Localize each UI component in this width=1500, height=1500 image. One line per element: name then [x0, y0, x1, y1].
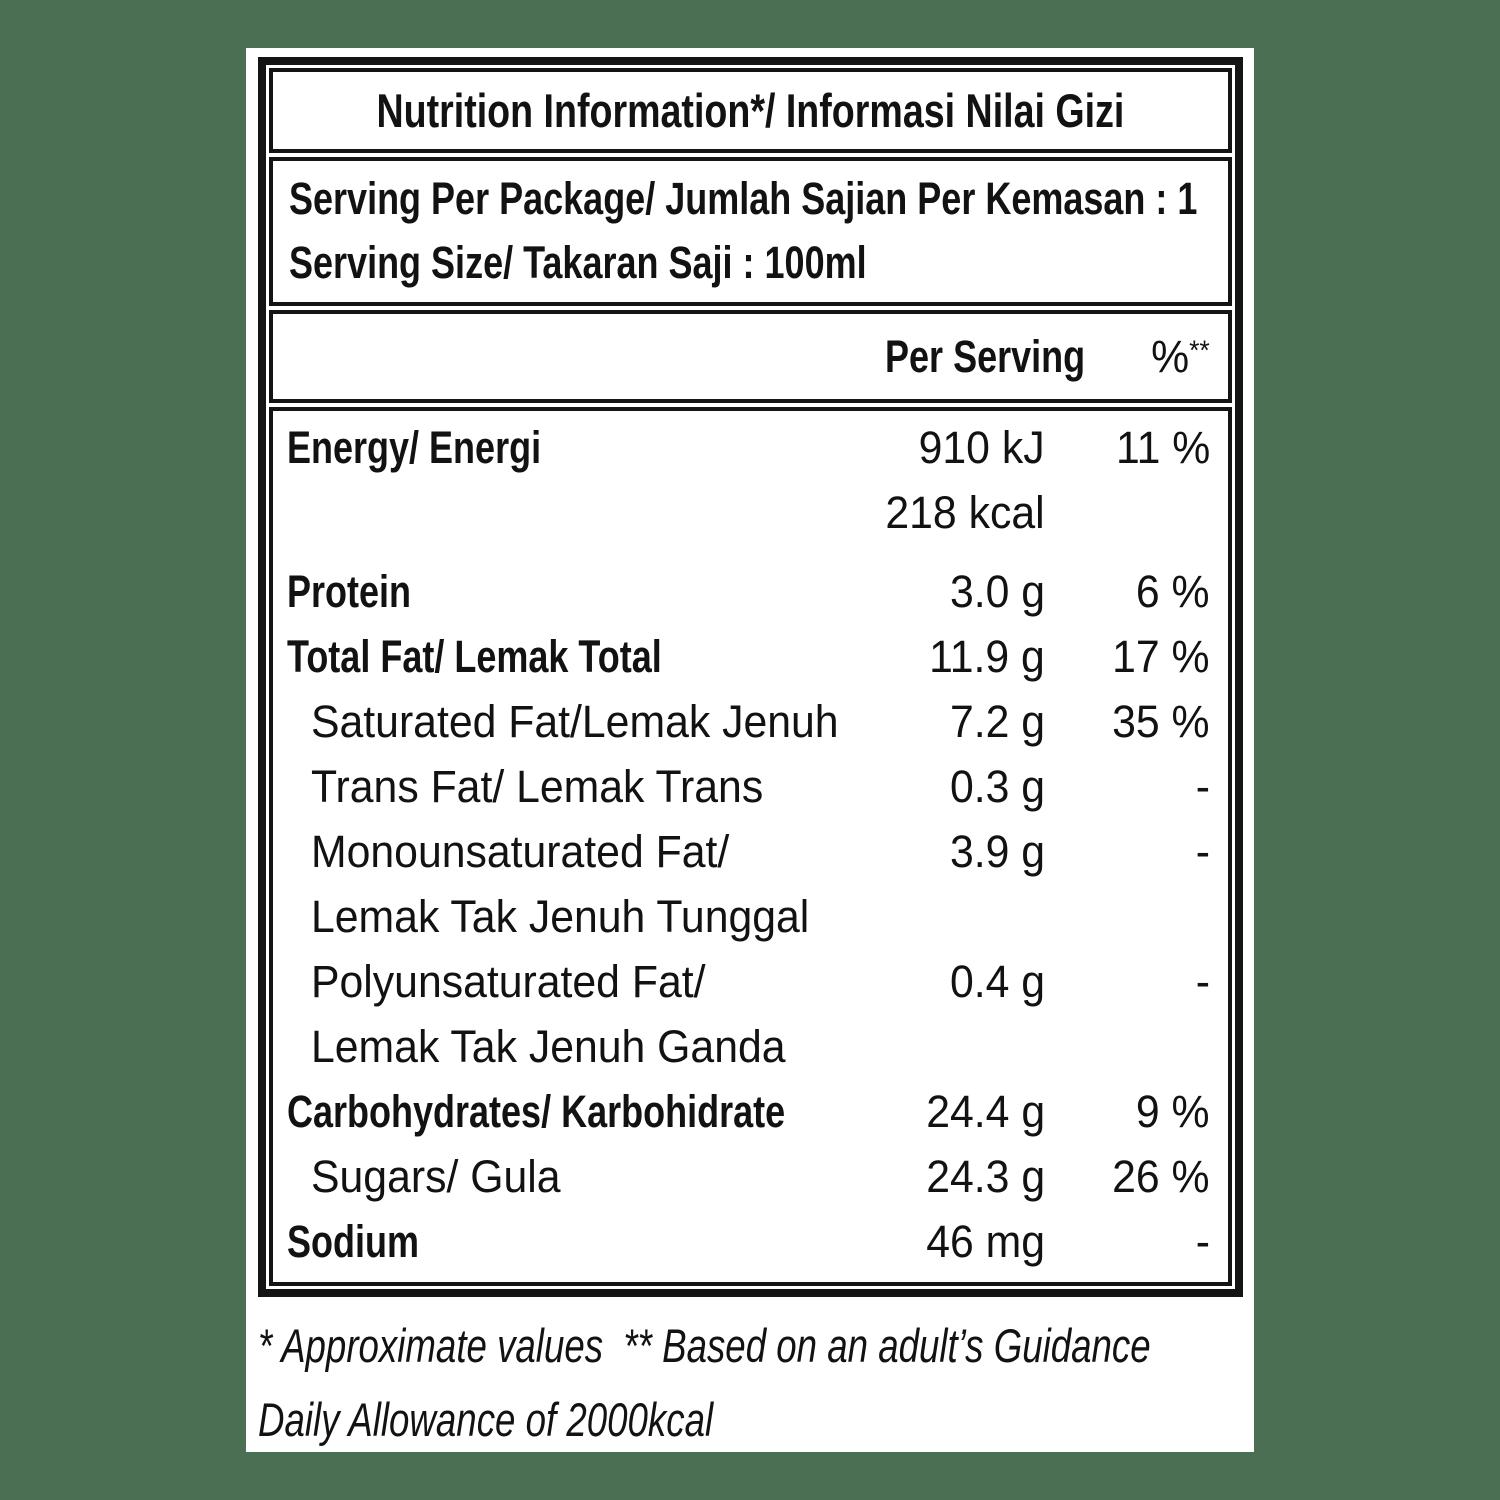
nutrient-row-sodium: Sodium 46 mg -: [287, 1209, 1210, 1274]
nutrient-percent: 26 %: [1112, 1151, 1210, 1202]
nutrient-row-energy: Energy/ Energi 910 kJ 11 %: [287, 415, 1210, 480]
nutrient-percent: -: [1195, 761, 1210, 812]
column-header-section: Per Serving %**: [269, 310, 1232, 403]
nutrient-value: 7.2 g: [949, 696, 1045, 747]
nutrient-row-total-fat: Total Fat/ Lemak Total 11.9 g 17 %: [287, 624, 1210, 689]
nutrient-percent: -: [1195, 826, 1210, 877]
nutrient-name: Carbohydrates/ Karbohidrate: [287, 1086, 786, 1137]
nutrient-percent: 6 %: [1136, 566, 1210, 617]
percent-column-header-cell: %**: [1045, 331, 1210, 383]
nutrient-row-polyunsaturated-fat: Polyunsaturated Fat/ 0.4 g -: [287, 949, 1210, 1014]
nutrient-percent: -: [1195, 956, 1210, 1007]
footnote-line-1-wrap: * Approximate values ** Based on an adul…: [258, 1309, 1254, 1383]
nutrient-name: Energy/ Energi: [287, 422, 542, 473]
nutrient-value: 910 kJ: [919, 422, 1045, 473]
nutrient-rows-section: Energy/ Energi 910 kJ 11 % 218 kcal Prot…: [269, 407, 1232, 1286]
nutrient-percent: 9 %: [1136, 1086, 1210, 1137]
nutrient-name: Lemak Tak Jenuh Ganda: [311, 1021, 786, 1072]
nutrient-name: Polyunsaturated Fat/: [311, 956, 706, 1007]
serving-size-text: Serving Size/ Takaran Saji : 100ml: [289, 237, 867, 288]
nutrient-value: 46 mg: [926, 1216, 1045, 1267]
serving-info-section: Serving Per Package/ Jumlah Sajian Per K…: [269, 157, 1232, 306]
nutrient-value: 0.4 g: [949, 956, 1045, 1007]
footnote: * Approximate values ** Based on an adul…: [258, 1309, 1254, 1452]
nutrient-name: Saturated Fat/Lemak Jenuh: [311, 696, 839, 747]
nutrient-value: 24.3 g: [926, 1151, 1045, 1202]
nutrient-row-protein: Protein 3.0 g 6 %: [287, 559, 1210, 624]
serving-per-package-line: Serving Per Package/ Jumlah Sajian Per K…: [289, 167, 1212, 231]
nutrient-name: Protein: [287, 566, 412, 617]
nutrient-row-monounsaturated-fat-id: Lemak Tak Jenuh Tunggal: [287, 884, 1210, 949]
nutrient-value: 3.0 g: [949, 566, 1045, 617]
nutrient-value: 24.4 g: [926, 1086, 1045, 1137]
column-header-row: Per Serving %**: [287, 331, 1210, 383]
nutrient-value: 218 kcal: [885, 487, 1045, 538]
percent-symbol: %: [1151, 330, 1190, 382]
nutrient-row-saturated-fat: Saturated Fat/Lemak Jenuh 7.2 g 35 %: [287, 689, 1210, 754]
footnote-line-1: * Approximate values ** Based on an adul…: [258, 1319, 1151, 1372]
per-serving-column-header-cell: Per Serving: [835, 331, 1085, 383]
nutrient-row-energy-kcal: 218 kcal: [287, 480, 1210, 545]
serving-per-package-text: Serving Per Package/ Jumlah Sajian Per K…: [289, 173, 1198, 224]
nutrient-name: Sugars/ Gula: [311, 1151, 561, 1202]
nutrient-row-sugars: Sugars/ Gula 24.3 g 26 %: [287, 1144, 1210, 1209]
nutrient-row-carbohydrates: Carbohydrates/ Karbohidrate 24.4 g 9 %: [287, 1079, 1210, 1144]
nutrient-percent: -: [1195, 1216, 1210, 1267]
nutrient-value: 3.9 g: [949, 826, 1045, 877]
nutrient-percent: 17 %: [1112, 631, 1210, 682]
label-title: Nutrition Information*/ Informasi Nilai …: [376, 84, 1125, 137]
nutrient-value: 11.9 g: [929, 631, 1045, 682]
per-serving-column-header: Per Serving: [885, 330, 1086, 382]
serving-size-line: Serving Size/ Takaran Saji : 100ml: [289, 231, 1212, 295]
nutrient-percent: 35 %: [1112, 696, 1210, 747]
nutrition-table: Nutrition Information*/ Informasi Nilai …: [258, 57, 1243, 1297]
nutrient-percent: 11 %: [1115, 422, 1210, 473]
footnote-line-2: Daily Allowance of 2000kcal: [258, 1393, 714, 1446]
nutrient-name: Lemak Tak Jenuh Tunggal: [311, 891, 810, 942]
footnote-line-2-wrap: Daily Allowance of 2000kcal: [258, 1383, 1254, 1452]
nutrient-row-trans-fat: Trans Fat/ Lemak Trans 0.3 g -: [287, 754, 1210, 819]
nutrient-name: Trans Fat/ Lemak Trans: [311, 761, 764, 812]
nutrient-name: Monounsaturated Fat/: [311, 826, 730, 877]
nutrient-row-monounsaturated-fat: Monounsaturated Fat/ 3.9 g -: [287, 819, 1210, 884]
percent-column-header: %**: [1151, 331, 1210, 383]
nutrient-name: Total Fat/ Lemak Total: [287, 631, 662, 682]
nutrient-row-polyunsaturated-fat-id: Lemak Tak Jenuh Ganda: [287, 1014, 1210, 1079]
nutrition-label-panel: Nutrition Information*/ Informasi Nilai …: [246, 48, 1254, 1452]
label-title-section: Nutrition Information*/ Informasi Nilai …: [269, 68, 1232, 153]
nutrient-value: 0.3 g: [949, 761, 1045, 812]
nutrient-name: Sodium: [287, 1216, 419, 1267]
percent-footnote-marker: **: [1189, 333, 1210, 365]
